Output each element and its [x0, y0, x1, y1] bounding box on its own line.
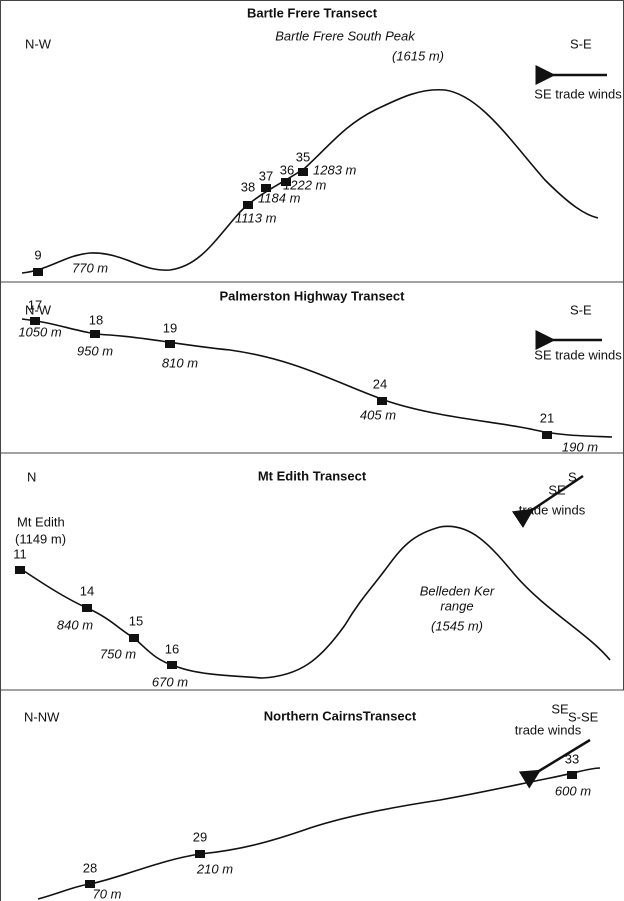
elevation: 810 m	[162, 355, 198, 370]
peak-label: Belleden Ker	[420, 583, 495, 598]
direction: S-SE	[568, 709, 599, 724]
title: Palmerston Highway Transect	[220, 288, 406, 303]
elevation: 405 m	[360, 407, 396, 422]
site-marker	[82, 604, 92, 612]
site-id: 24	[373, 376, 387, 391]
site-id: 18	[89, 312, 103, 327]
site-id: 16	[165, 641, 179, 656]
panel: Northern CairnsTransect N-NW S-SE SE tra…	[24, 701, 601, 901]
site-marker	[30, 317, 40, 325]
elevation: 1050 m	[18, 324, 62, 339]
elevation: 210 m	[196, 861, 233, 876]
site-marker	[567, 771, 577, 779]
site-marker	[243, 201, 253, 209]
wind-label: SE	[551, 701, 569, 716]
elevation: 770 m	[72, 260, 108, 275]
wind-label: SE trade winds	[534, 86, 622, 101]
site-id: 11	[13, 546, 27, 561]
title: Northern CairnsTransect	[264, 708, 417, 723]
elevation: 670 m	[152, 674, 188, 689]
site-id: 37	[259, 168, 273, 183]
direction: S	[568, 469, 577, 484]
site-marker	[33, 268, 43, 276]
wind-label: SE trade winds	[534, 347, 622, 362]
site-id: 36	[280, 162, 294, 177]
elevation: 840 m	[57, 617, 93, 632]
profile	[37, 767, 601, 900]
elevation: 1184 m	[258, 190, 301, 205]
elevation: 1283 m	[313, 162, 357, 177]
title: Mt Edith Transect	[258, 468, 367, 483]
panel: Mt Edith Transect N S SE trade winds Mt …	[13, 468, 611, 689]
site-id: 35	[296, 149, 310, 164]
site-id: 14	[80, 583, 94, 598]
elevation: 750 m	[100, 646, 136, 661]
title: Bartle Frere Transect	[247, 5, 378, 20]
direction: N-W	[25, 302, 52, 317]
elevation: 190 m	[562, 439, 598, 454]
site-id: 19	[163, 320, 177, 335]
site-marker	[90, 330, 100, 338]
profile	[21, 88, 599, 274]
site-id: 17	[28, 297, 42, 312]
site-marker	[298, 168, 308, 176]
site-id: 21	[540, 410, 554, 425]
site-marker	[15, 566, 25, 574]
peak-label: Bartle Frere South Peak	[275, 28, 416, 43]
wind-arrow	[518, 738, 591, 789]
direction: N-NW	[24, 709, 60, 724]
site-marker	[542, 431, 552, 439]
site-id: 15	[129, 613, 143, 628]
start-label: (1149 m)	[15, 531, 66, 546]
direction: S-E	[570, 36, 592, 51]
site-id: 29	[193, 829, 207, 844]
wind-arrow	[511, 474, 584, 529]
direction: S-E	[570, 302, 592, 317]
site-marker	[85, 880, 95, 888]
site-id: 28	[83, 860, 97, 875]
profile	[17, 525, 611, 679]
elevation: 950 m	[77, 343, 113, 358]
site-marker	[261, 184, 271, 192]
wind-label: SE	[548, 482, 566, 497]
start-label: Mt Edith	[17, 514, 65, 529]
peak-label: (1615 m)	[392, 48, 444, 63]
site-marker	[281, 178, 291, 186]
site-marker	[165, 340, 175, 348]
site-id: 9	[34, 247, 41, 262]
site-marker	[195, 850, 205, 858]
elevation: 1222 m	[283, 177, 327, 192]
profile	[21, 318, 613, 438]
peak-label: range	[440, 598, 473, 613]
wind-label: trade winds	[519, 502, 586, 517]
elevation: 70 m	[93, 886, 122, 901]
direction: N	[27, 469, 36, 484]
panel: Bartle Frere Transect N-W S-E SE trade w…	[21, 5, 622, 276]
wind-label: trade winds	[515, 722, 582, 737]
site-marker	[129, 634, 139, 642]
site-id: 38	[241, 179, 255, 194]
direction: N-W	[25, 36, 52, 51]
site-id: 33	[565, 751, 579, 766]
peak-label: (1545 m)	[431, 618, 483, 633]
site-marker	[167, 661, 177, 669]
elevation: 600 m	[555, 783, 591, 798]
panel: Palmerston Highway Transect N-W S-E SE t…	[18, 288, 622, 454]
elevation: 1113 m	[235, 210, 277, 225]
site-marker	[377, 397, 387, 405]
